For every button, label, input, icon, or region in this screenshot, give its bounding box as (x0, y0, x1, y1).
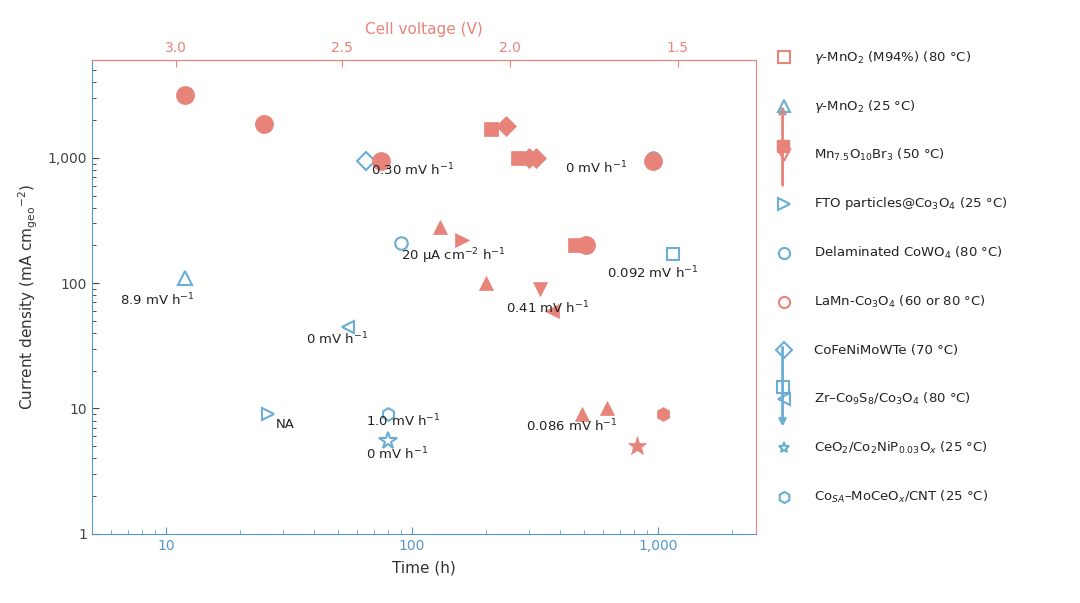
Text: 0.086 mV h$^{-1}$: 0.086 mV h$^{-1}$ (526, 418, 618, 435)
Text: Zr–Co$_9$S$_8$/Co$_3$O$_4$ (80 °C): Zr–Co$_9$S$_8$/Co$_3$O$_4$ (80 °C) (814, 391, 971, 407)
Text: $\gamma$-MnO$_2$ (25 °C): $\gamma$-MnO$_2$ (25 °C) (814, 98, 916, 115)
Text: FTO particles@Co$_3$O$_4$ (25 °C): FTO particles@Co$_3$O$_4$ (25 °C) (814, 195, 1008, 212)
Text: $\gamma$-MnO$_2$ (M94%) (80 °C): $\gamma$-MnO$_2$ (M94%) (80 °C) (814, 49, 971, 66)
Text: CoFeNiMoWTe (70 °C): CoFeNiMoWTe (70 °C) (814, 344, 958, 357)
Text: Delaminated CoWO$_4$ (80 °C): Delaminated CoWO$_4$ (80 °C) (814, 245, 1002, 260)
Text: 0.30 mV h$^{-1}$: 0.30 mV h$^{-1}$ (370, 162, 454, 178)
Text: 20 μA cm$^{-2}$ h$^{-1}$: 20 μA cm$^{-2}$ h$^{-1}$ (401, 246, 505, 266)
Text: 0.092 mV h$^{-1}$: 0.092 mV h$^{-1}$ (607, 265, 699, 282)
X-axis label: Time (h): Time (h) (392, 561, 456, 576)
Text: Mn$_{7.5}$O$_{10}$Br$_3$ (50 °C): Mn$_{7.5}$O$_{10}$Br$_3$ (50 °C) (814, 147, 945, 163)
Text: 0.41 mV h$^{-1}$: 0.41 mV h$^{-1}$ (505, 300, 589, 317)
Y-axis label: Current density (mA cm$_{\mathregular{geo}}$$^{-2}$): Current density (mA cm$_{\mathregular{ge… (17, 184, 40, 410)
Text: NA: NA (275, 417, 295, 431)
Text: 1.0 mV h$^{-1}$: 1.0 mV h$^{-1}$ (366, 412, 441, 429)
Text: 0 mV h$^{-1}$: 0 mV h$^{-1}$ (306, 330, 368, 347)
Text: LaMn-Co$_3$O$_4$ (60 or 80 °C): LaMn-Co$_3$O$_4$ (60 or 80 °C) (814, 294, 986, 309)
Text: CeO$_2$/Co$_2$NiP$_{0.03}$O$_x$ (25 °C): CeO$_2$/Co$_2$NiP$_{0.03}$O$_x$ (25 °C) (814, 440, 987, 456)
Text: 0 mV h$^{-1}$: 0 mV h$^{-1}$ (366, 446, 428, 463)
Text: 8.9 mV h$^{-1}$: 8.9 mV h$^{-1}$ (120, 292, 194, 309)
X-axis label: Cell voltage (V): Cell voltage (V) (365, 22, 483, 37)
Text: Co$_{SA}$–MoCeO$_x$/CNT (25 °C): Co$_{SA}$–MoCeO$_x$/CNT (25 °C) (814, 488, 988, 505)
Text: 0 mV h$^{-1}$: 0 mV h$^{-1}$ (565, 160, 627, 176)
